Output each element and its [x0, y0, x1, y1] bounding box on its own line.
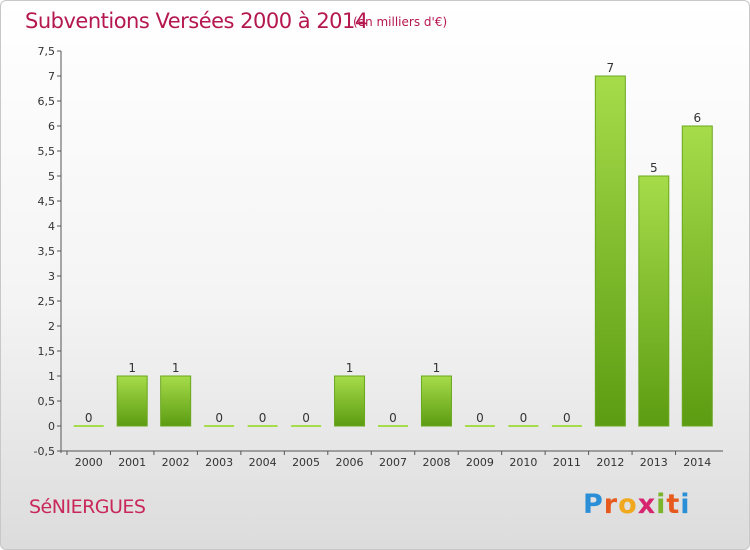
y-tick-label: 1	[48, 370, 55, 383]
y-tick-label: 4,5	[38, 195, 56, 208]
bar-value-label: 0	[302, 411, 310, 425]
y-tick-label: -0,5	[34, 445, 55, 458]
bar[interactable]	[420, 375, 452, 427]
x-tick-label: 2011	[553, 456, 581, 469]
x-tick-label: 2005	[292, 456, 320, 469]
y-tick-label: 4	[48, 220, 55, 233]
x-tick-label: 2004	[249, 456, 277, 469]
chart-title: Subventions Versées 2000 à 2014	[25, 9, 368, 33]
logo-letter: i	[680, 489, 691, 520]
x-tick-label: 2009	[466, 456, 494, 469]
bar-value-label: 1	[128, 361, 136, 375]
y-tick-label: 7,5	[38, 45, 56, 58]
chart-value-labels: 0 1 1 0 0 0 1 0 1 0 0 0 7 5 6	[85, 61, 701, 425]
bar-value-label: 1	[433, 361, 441, 375]
logo-letter: t	[666, 489, 681, 520]
chart-bars	[73, 75, 713, 427]
bar[interactable]	[247, 425, 278, 427]
bar-value-label: 1	[346, 361, 354, 375]
x-tick-label: 2000	[75, 456, 103, 469]
chart-subtitle: (en milliers d'€)	[353, 15, 448, 29]
logo-letter: P	[583, 489, 604, 520]
bar[interactable]	[594, 75, 626, 427]
x-tick-label: 2013	[640, 456, 668, 469]
bar[interactable]	[681, 125, 713, 427]
bar-value-label: 0	[215, 411, 223, 425]
logo-letter: x	[637, 489, 657, 520]
y-tick-label: 3,5	[38, 245, 56, 258]
y-tick-label: 5,5	[38, 145, 56, 158]
logo-letter: o	[618, 489, 638, 520]
bar[interactable]	[378, 425, 408, 427]
x-tick-label: 2007	[379, 456, 407, 469]
y-tick-label: 2,5	[38, 295, 56, 308]
chart-axes: -0,5 0 0,5 1 1,5 2 2,5 3 3,5 4 4,5 5 5,5 6 6,5 7 7,5 2000…	[34, 45, 723, 469]
bar-value-label: 5	[650, 161, 658, 175]
bar[interactable]	[551, 425, 582, 427]
bar[interactable]	[508, 425, 539, 427]
x-tick-label: 2002	[162, 456, 190, 469]
y-tick-label: 2	[48, 320, 55, 333]
commune-name: SéNIERGUES	[29, 496, 146, 518]
x-tick-label: 2010	[509, 456, 537, 469]
bar-value-label: 0	[259, 411, 267, 425]
y-tick-label: 0,5	[38, 395, 56, 408]
y-tick-label: 7	[48, 70, 55, 83]
y-tick-label: 6	[48, 120, 55, 133]
y-tick-label: 5	[48, 170, 55, 183]
bar-value-label: 7	[607, 61, 615, 75]
x-tick-label: 2003	[205, 456, 233, 469]
x-tick-label: 2012	[596, 456, 624, 469]
bar[interactable]	[116, 375, 148, 427]
y-tick-label: 3	[48, 270, 55, 283]
y-tick-label: 1,5	[38, 345, 56, 358]
bar-value-label: 0	[563, 411, 571, 425]
proxiti-logo[interactable]: Proxiti	[583, 489, 691, 520]
x-tick-label: 2006	[336, 456, 364, 469]
bar-value-label: 1	[172, 361, 180, 375]
x-tick-label: 2014	[683, 456, 711, 469]
bar-value-label: 0	[476, 411, 484, 425]
bar-value-label: 0	[520, 411, 528, 425]
bar[interactable]	[160, 375, 192, 427]
logo-letter: r	[603, 489, 619, 520]
bar-value-label: 6	[693, 111, 701, 125]
bar-value-label: 0	[389, 411, 397, 425]
bar[interactable]	[291, 425, 322, 427]
x-tick-label: 2008	[422, 456, 450, 469]
logo-letter: i	[656, 489, 667, 520]
x-tick-label: 2001	[118, 456, 146, 469]
y-tick-label: 0	[48, 420, 55, 433]
bar[interactable]	[464, 425, 495, 427]
bar-value-label: 0	[85, 411, 93, 425]
bar[interactable]	[638, 175, 670, 427]
bar[interactable]	[73, 425, 104, 427]
y-tick-label: 6,5	[38, 95, 56, 108]
bar[interactable]	[334, 375, 366, 427]
bar[interactable]	[204, 425, 235, 427]
